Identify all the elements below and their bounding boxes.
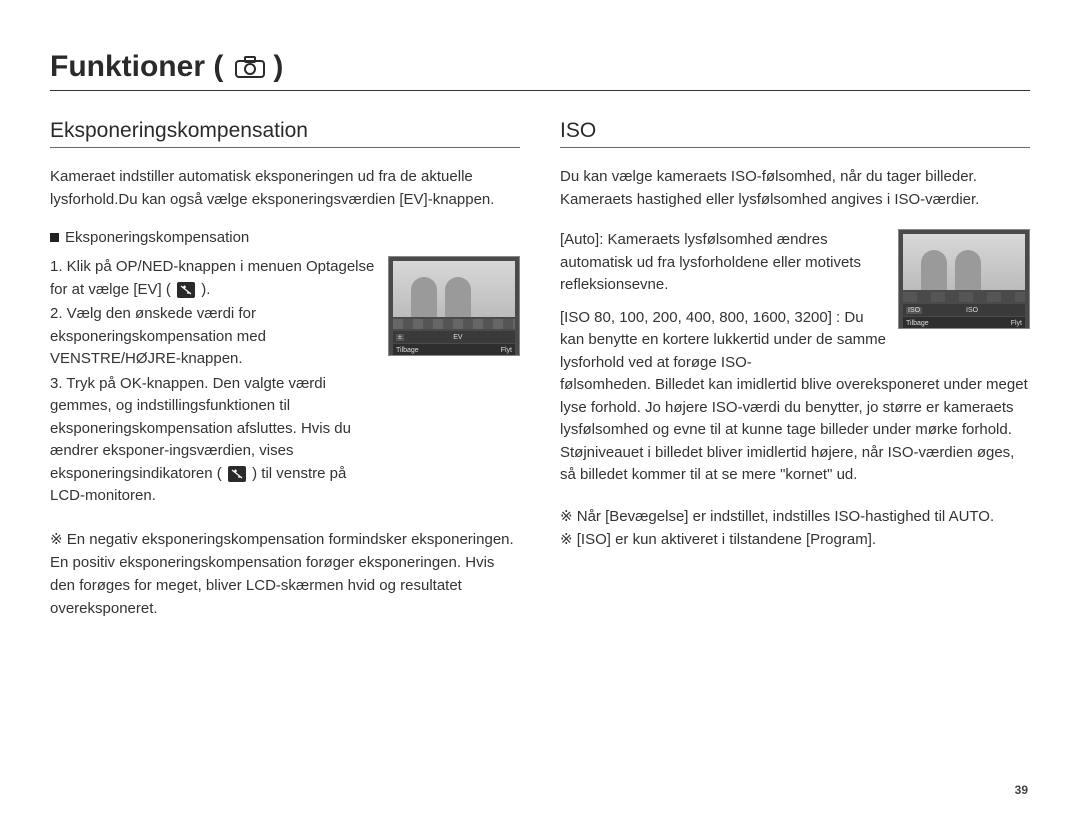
title-text-b: ) [273,50,283,84]
lcd-row-iso: ISO ISO [903,304,1025,316]
camera-icon [235,56,265,78]
lcd-move-label: Flyt [501,347,512,354]
lcd-iso-scale [903,292,1025,302]
exposure-steps-row: 1. Klik på OP/NED-knappen i menuen Optag… [50,256,520,510]
lcd-back-label: Tilbage [906,320,929,327]
iso-note-2: ※ [ISO] er kun aktiveret i tilstandene [… [560,528,1030,551]
lcd-preview-ev: ± EV Tilbage Flyt [388,256,520,356]
step1-text-b: ). [201,281,210,298]
page-number: 39 [1015,783,1028,797]
step-1: 1. Klik på OP/NED-knappen i menuen Optag… [50,256,376,301]
iso-block: [Auto]: Kameraets lysfølsomhed ændres au… [560,229,1030,374]
content-columns: Eksponeringskompensation Kameraet indsti… [50,119,1030,621]
lcd-move-label: Flyt [1011,320,1022,327]
step1-text-a: 1. Klik på OP/NED-knappen i menuen Optag… [50,258,374,298]
exposure-steps: 1. Klik på OP/NED-knappen i menuen Optag… [50,256,376,510]
iso-note-1: ※ Når [Bevægelse] er indstillet, indstil… [560,505,1030,528]
lcd-preview-iso: ISO ISO Tilbage Flyt [898,229,1030,329]
right-column: ISO Du kan vælge kameraets ISO-følsomhed… [560,119,1030,621]
iso-auto-text: [Auto]: Kameraets lysfølsomhed ændres au… [560,229,886,297]
lcd-person-icon [955,250,981,290]
ev-plusminus-icon [177,282,195,298]
bullet-square-icon [50,233,59,242]
lcd-photo [393,261,515,317]
section-title-exposure: Eksponeringskompensation [50,119,520,148]
lcd-row-nav: Tilbage Flyt [903,317,1025,329]
iso-list-text-a: [ISO 80, 100, 200, 400, 800, 1600, 3200]… [560,307,886,375]
exposure-note: ※ En negativ eksponeringskompensation fo… [50,528,520,621]
lcd-person-icon [921,250,947,290]
lcd-ev-scale [393,319,515,329]
iso-intro: Du kan vælge kameraets ISO-følsomhed, nå… [560,166,1030,211]
left-column: Eksponeringskompensation Kameraet indsti… [50,119,520,621]
subhead-label: Eksponeringskompensation [65,229,249,246]
exposure-intro: Kameraet indstiller automatisk eksponeri… [50,166,520,211]
lcd-ev-label: EV [453,334,462,341]
exposure-subhead: Eksponeringskompensation [50,229,520,246]
lcd-person-icon [411,277,437,317]
title-text-a: Funktioner ( [50,50,223,84]
iso-list-text-b: følsomheden. Billedet kan imidlertid bli… [560,374,1030,487]
iso-text: [Auto]: Kameraets lysfølsomhed ændres au… [560,229,886,374]
lcd-row-nav: Tilbage Flyt [393,344,515,356]
lcd-photo [903,234,1025,290]
page-title: Funktioner ( ) [50,50,1030,91]
lcd-row-ev: ± EV [393,331,515,343]
ev-indicator-icon [228,466,246,482]
lcd-ev-badge: ± [396,334,404,341]
lcd-person-icon [445,277,471,317]
lcd-iso-label: ISO [966,307,978,314]
section-title-iso: ISO [560,119,1030,148]
lcd-back-label: Tilbage [396,347,419,354]
step-3: 3. Tryk på OK-knappen. Den valgte værdi … [50,373,376,508]
step-2: 2. Vælg den ønskede værdi for eksponerin… [50,303,376,371]
lcd-iso-badge: ISO [906,307,922,314]
